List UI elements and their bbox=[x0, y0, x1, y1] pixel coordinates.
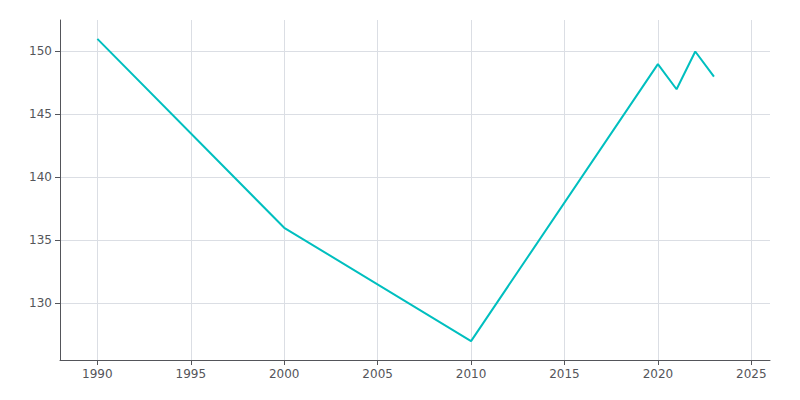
svg-text:150: 150 bbox=[29, 44, 52, 58]
svg-text:1990: 1990 bbox=[82, 367, 113, 381]
svg-text:2005: 2005 bbox=[362, 367, 393, 381]
svg-text:145: 145 bbox=[29, 107, 52, 121]
svg-text:2000: 2000 bbox=[269, 367, 300, 381]
svg-text:2015: 2015 bbox=[549, 367, 580, 381]
svg-text:135: 135 bbox=[29, 233, 52, 247]
svg-text:1995: 1995 bbox=[176, 367, 207, 381]
svg-text:2010: 2010 bbox=[456, 367, 487, 381]
svg-text:130: 130 bbox=[29, 296, 52, 310]
svg-text:140: 140 bbox=[29, 170, 52, 184]
svg-text:2020: 2020 bbox=[643, 367, 674, 381]
svg-text:2025: 2025 bbox=[736, 367, 767, 381]
